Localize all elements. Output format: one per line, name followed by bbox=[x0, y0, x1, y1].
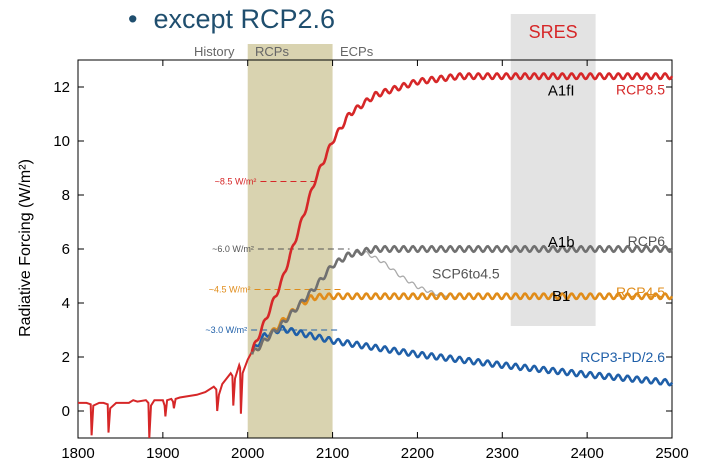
x-tick-label: 2400 bbox=[570, 445, 603, 462]
slide-title: • except RCP2.6 bbox=[128, 4, 335, 35]
y-tick-label: 2 bbox=[62, 349, 70, 366]
x-tick-label: 1900 bbox=[146, 445, 179, 462]
bands-layer: SRES bbox=[247, 14, 596, 438]
y-tick-label: 6 bbox=[62, 241, 70, 258]
series-label-rcp6: RCP6 bbox=[628, 233, 666, 249]
series-line-rcp3-pd-2-6 bbox=[250, 324, 674, 387]
sres-scenario-label: B1 bbox=[552, 288, 570, 305]
x-tick-label: 2100 bbox=[316, 445, 349, 462]
series-label-scp6to4-5: SCP6to4.5 bbox=[432, 265, 500, 281]
target-annotation: ~6.0 W/m² bbox=[212, 244, 254, 254]
sres-scenario-label: A1b bbox=[548, 234, 575, 251]
axis-ticks-layer: 1800 1900 2000 2100 2200 2300 2400 2500 0 2 4 6 8 10 1… bbox=[53, 60, 689, 462]
x-tick-label: 2300 bbox=[486, 445, 519, 462]
y-tick-label: 12 bbox=[53, 79, 70, 96]
sres-scenario-label: A1fI bbox=[548, 83, 575, 100]
y-tick-label: 8 bbox=[62, 187, 70, 204]
labels-layer: RCP8.5 RCP6 SCP6to4.5 RCP4.5 RCP3-PD/2.6 A1fI… bbox=[432, 82, 665, 365]
rcp-period-band bbox=[247, 44, 333, 438]
period-label-ecps: ECPs bbox=[340, 44, 374, 59]
y-axis-label: Radiative Forcing (W/m²) bbox=[17, 159, 34, 337]
bullet-icon: • bbox=[128, 4, 138, 34]
x-tick-label: 2200 bbox=[401, 445, 434, 462]
series-layer bbox=[78, 71, 674, 439]
period-label-history: History bbox=[194, 44, 235, 59]
y-tick-label: 0 bbox=[62, 403, 70, 420]
series-line-rcp6 bbox=[250, 244, 674, 355]
y-tick-label: 4 bbox=[62, 295, 70, 312]
x-tick-label: 2000 bbox=[231, 445, 264, 462]
slide-title-text: except RCP2.6 bbox=[153, 4, 336, 34]
target-annotation: ~8.5 W/m² bbox=[215, 177, 257, 187]
sres-band bbox=[510, 14, 596, 326]
sres-label: SRES bbox=[529, 22, 578, 42]
target-dash-layer: ~8.5 W/m² ~6.0 W/m² ~4.5 W/m² ~3.0 W/m² bbox=[205, 177, 350, 335]
series-label-rcp3-pd-2-6: RCP3-PD/2.6 bbox=[580, 349, 665, 365]
x-tick-label: 2500 bbox=[655, 445, 688, 462]
series-line-rcp8-5 bbox=[250, 71, 674, 352]
history-line bbox=[78, 351, 253, 439]
series-label-rcp8-5: RCP8.5 bbox=[616, 82, 665, 98]
target-annotation: ~4.5 W/m² bbox=[209, 285, 251, 295]
y-tick-label: 10 bbox=[53, 133, 70, 150]
series-line-rcp4-5 bbox=[250, 292, 674, 355]
x-tick-label: 1800 bbox=[61, 445, 94, 462]
target-annotation: ~3.0 W/m² bbox=[205, 325, 247, 335]
period-label-rcps: RCPs bbox=[255, 44, 289, 59]
series-label-rcp4-5: RCP4.5 bbox=[616, 284, 665, 300]
